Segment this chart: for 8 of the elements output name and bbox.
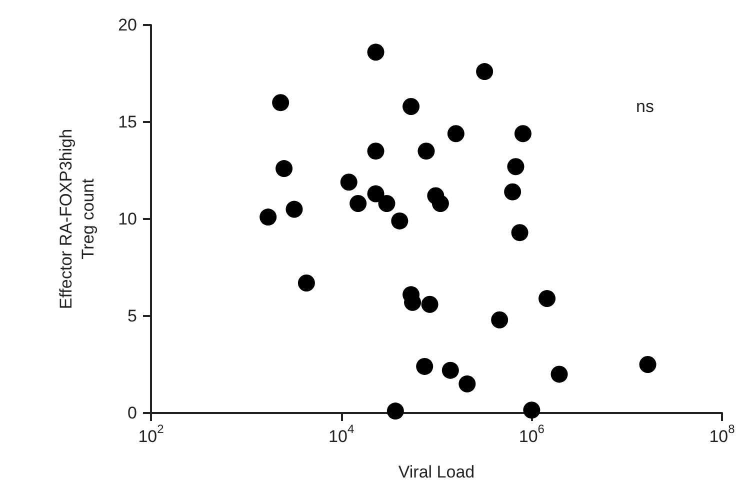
y-tick-label: 20	[118, 16, 137, 34]
y-axis-title: Effector RA-FOXP3high Treg count	[56, 128, 98, 310]
x-axis-title: Viral Load	[398, 462, 475, 482]
y-tick-label: 10	[118, 210, 137, 228]
annotation: ns	[636, 97, 654, 116]
y-tick-label: 15	[118, 112, 137, 132]
y-tick-label: 5	[128, 306, 137, 326]
y-tick-label: 0	[128, 404, 137, 422]
